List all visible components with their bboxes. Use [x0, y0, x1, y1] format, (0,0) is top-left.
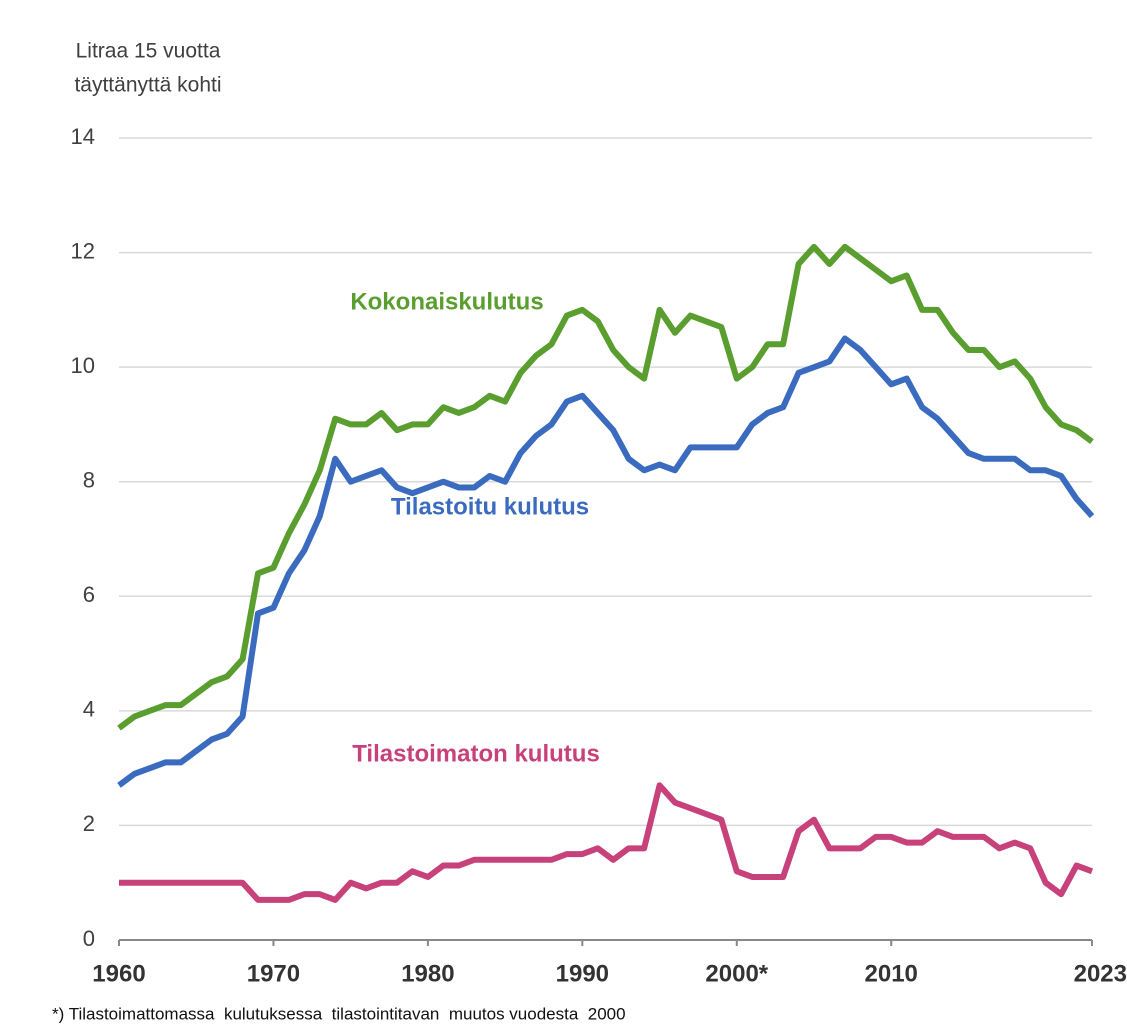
- series-label: Tilastoitu kulutus: [391, 493, 589, 520]
- y-tick-label: 4: [83, 697, 95, 722]
- footnote: *) Tilastoimattomassa kulutuksessa tilas…: [52, 1004, 626, 1023]
- x-tick-label: 1990: [556, 960, 609, 987]
- series-label: Kokonaiskulutus: [350, 288, 543, 315]
- x-tick-label: 1970: [247, 960, 300, 987]
- y-tick-label: 12: [71, 238, 95, 263]
- y-tick-label: 8: [83, 468, 95, 493]
- x-tick-label: 2023: [1074, 960, 1127, 987]
- y-tick-label: 14: [71, 124, 95, 149]
- x-tick-label: 2010: [865, 960, 918, 987]
- y-axis-label: Litraa 15 vuotta: [76, 40, 221, 63]
- y-tick-label: 2: [83, 811, 95, 836]
- y-tick-label: 10: [71, 353, 95, 378]
- x-tick-label: 2000*: [705, 960, 768, 987]
- y-axis-label: täyttänyttä kohti: [74, 74, 221, 97]
- y-tick-label: 0: [83, 926, 95, 951]
- y-tick-label: 6: [83, 582, 95, 607]
- series-line: [117, 243, 1094, 731]
- series-label: Tilastoimaton kulutus: [352, 740, 600, 767]
- x-tick-label: 1980: [401, 960, 454, 987]
- x-tick-label: 1960: [92, 960, 145, 987]
- series-line: [117, 335, 1095, 788]
- series-line: [119, 782, 1094, 903]
